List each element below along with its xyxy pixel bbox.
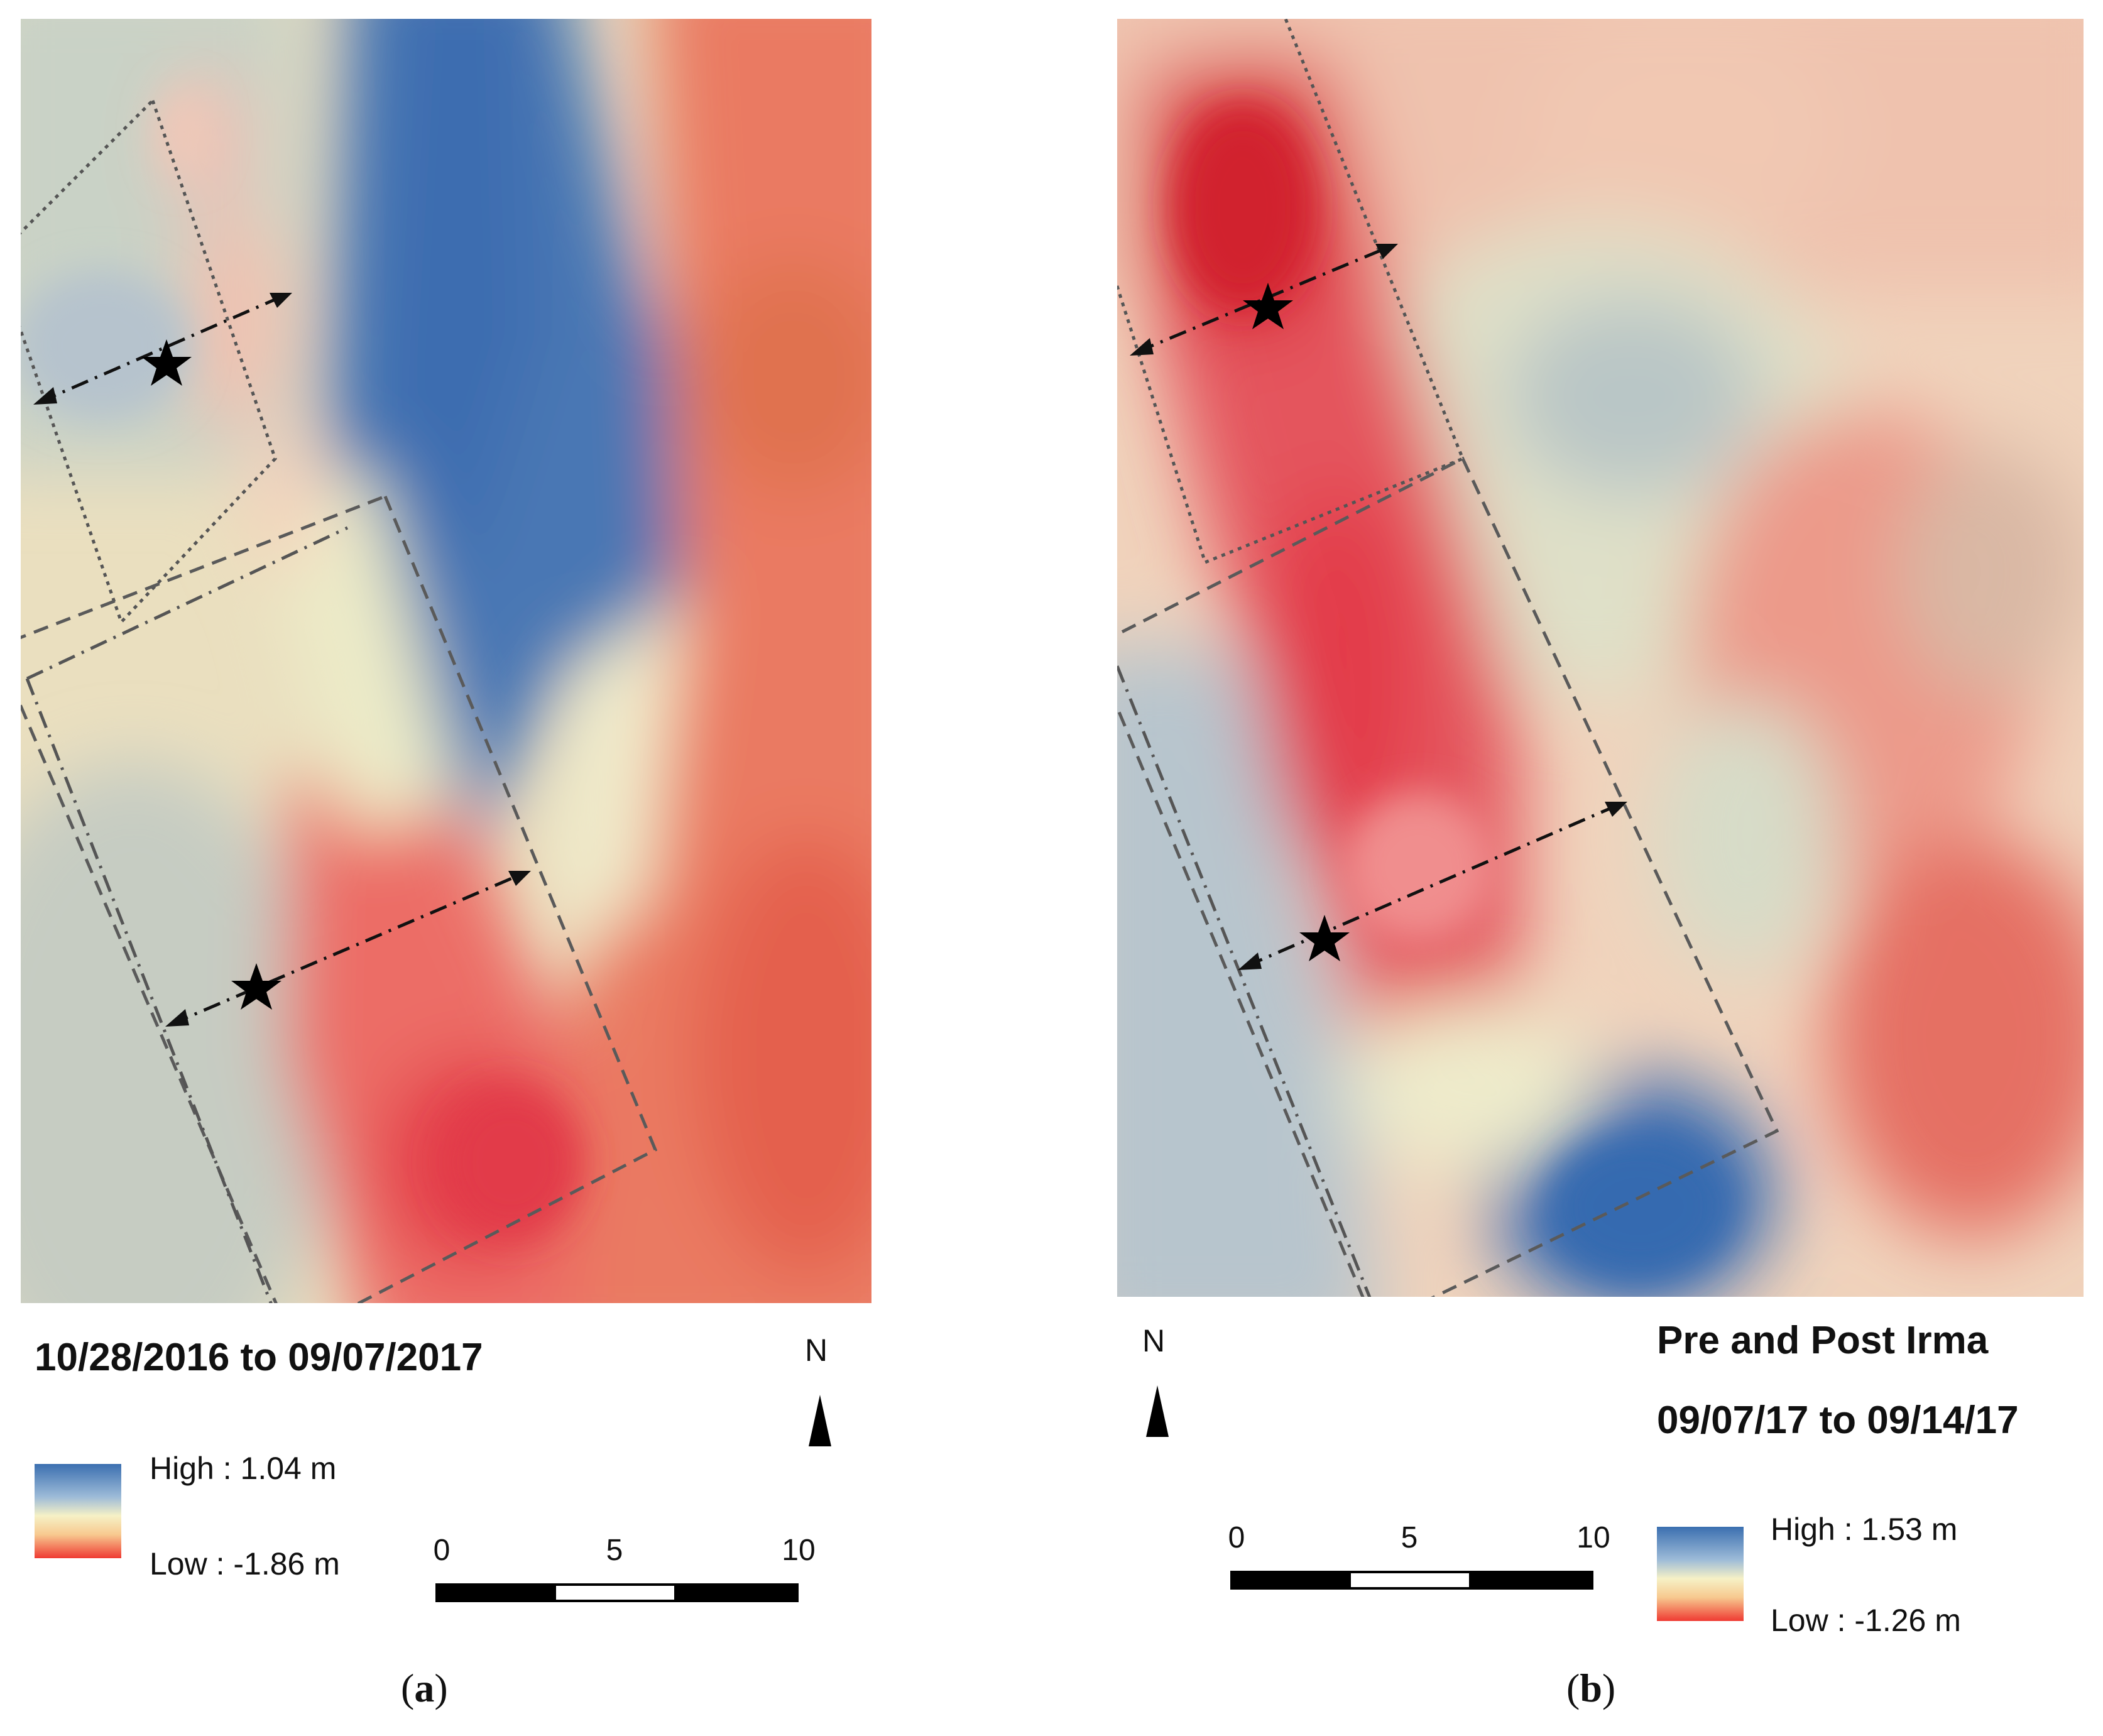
date-range-title: 10/28/2016 to 09/07/2017 — [35, 1336, 483, 1379]
panel-caption-b: (b) — [1566, 1666, 1616, 1710]
panel-caption-a: (a) — [401, 1666, 448, 1710]
scale-tick-0: 0 — [433, 1534, 451, 1567]
north-label: N — [805, 1333, 828, 1368]
legend-low-label: Low : -1.86 m — [150, 1546, 340, 1581]
scale-bar: 0 5 10 — [1228, 1520, 1610, 1602]
scale-tick-10: 10 — [1576, 1521, 1610, 1554]
elevation-change-map-a — [21, 19, 871, 1303]
north-arrow: N — [1137, 1323, 1175, 1442]
north-arrow-icon — [1146, 1385, 1169, 1437]
raster-b — [1117, 19, 2084, 1297]
scale-tick-0: 0 — [1228, 1521, 1245, 1554]
star-icon — [1243, 283, 1350, 961]
scale-tick-5: 5 — [606, 1534, 623, 1567]
scale-track — [435, 1583, 799, 1602]
panel-title: Pre and Post Irma — [1657, 1319, 1989, 1362]
legend-high-label: High : 1.53 m — [1771, 1512, 1958, 1547]
north-arrow-icon — [809, 1395, 831, 1446]
north-arrow: N — [800, 1332, 838, 1451]
legend-color-ramp — [1657, 1527, 1744, 1621]
elevation-change-map-b — [1117, 19, 2084, 1297]
raster-a — [21, 19, 871, 1303]
date-range-title: 09/07/17 to 09/14/17 — [1657, 1399, 2019, 1442]
legend-high-label: High : 1.04 m — [150, 1451, 337, 1486]
scale-bar: 0 5 10 — [433, 1533, 816, 1615]
star-icon — [141, 339, 281, 1010]
scale-tick-5: 5 — [1401, 1521, 1418, 1554]
panel-a: 10/28/2016 to 09/07/2017 N High : 1.04 m… — [0, 0, 1037, 1736]
scale-track — [1230, 1571, 1593, 1590]
scale-tick-10: 10 — [782, 1534, 816, 1567]
legend-color-ramp — [35, 1464, 121, 1558]
legend-low-label: Low : -1.26 m — [1771, 1603, 1961, 1638]
north-label: N — [1142, 1323, 1166, 1358]
panel-b: N Pre and Post Irma 09/07/17 to 09/14/17… — [1037, 0, 2103, 1736]
